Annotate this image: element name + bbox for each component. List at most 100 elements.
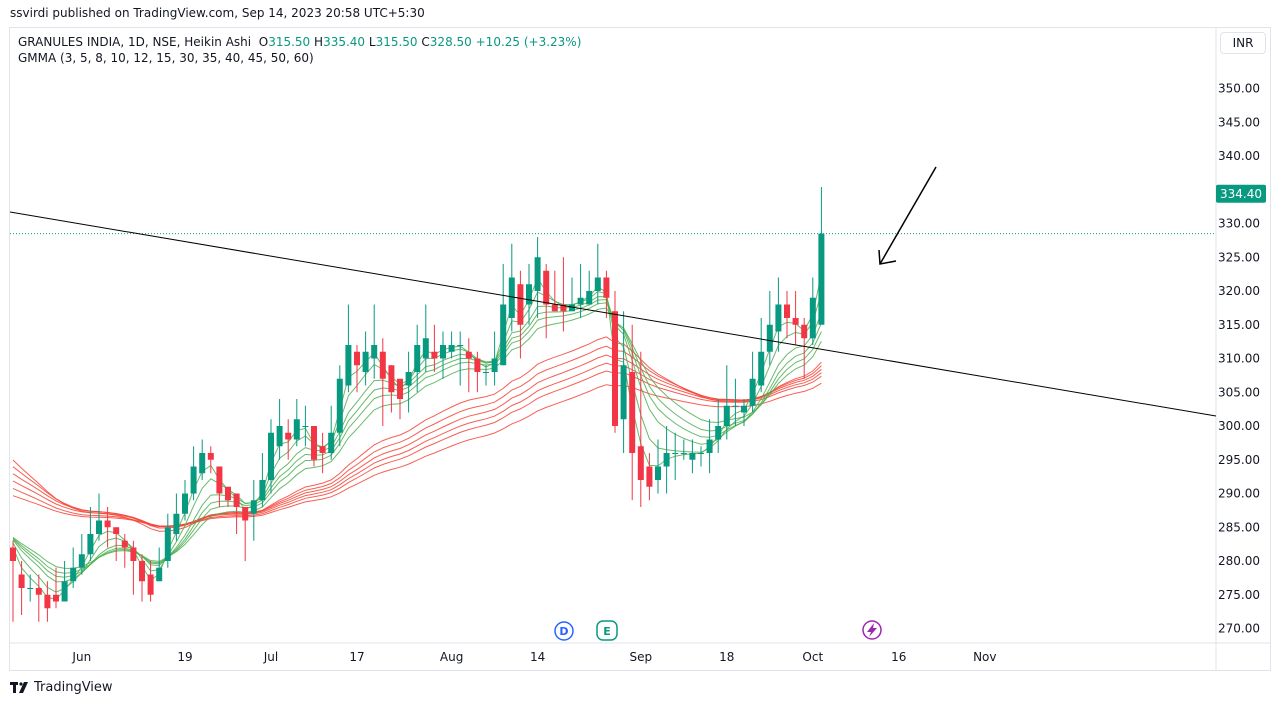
candle-body xyxy=(749,378,756,406)
y-tick-label: 325.00 xyxy=(1218,250,1260,264)
x-tick-label: Sep xyxy=(629,650,652,664)
candle-body xyxy=(164,527,171,561)
candle-body xyxy=(465,351,472,359)
earnings-icon-glyph: E xyxy=(603,625,611,638)
candle-body xyxy=(474,358,481,372)
x-tick-label: 18 xyxy=(719,650,734,664)
lightning-icon-glyph xyxy=(867,623,877,637)
footer-brand-text: TradingView xyxy=(34,680,113,695)
candle-body xyxy=(594,277,601,291)
x-tick-label: Oct xyxy=(802,650,823,664)
last-price-label: 334.40 xyxy=(1220,187,1262,201)
candle-body xyxy=(130,547,137,561)
dividends-icon-glyph: D xyxy=(559,625,568,638)
high-value: 335.40 xyxy=(323,35,366,49)
candle-body xyxy=(603,277,610,298)
candle-body xyxy=(405,372,412,386)
candle-body xyxy=(35,588,42,595)
candle-body xyxy=(207,453,214,460)
candle-body xyxy=(491,358,498,372)
candle-body xyxy=(250,500,257,514)
candle-body xyxy=(500,304,507,366)
candle-body xyxy=(663,453,670,467)
gmma-long-line xyxy=(12,362,822,527)
y-tick-label: 300.00 xyxy=(1218,419,1260,433)
candle-body xyxy=(620,365,627,420)
weekly-trend-line[interactable] xyxy=(10,211,1216,417)
candle-body xyxy=(182,493,188,514)
x-tick-label: 16 xyxy=(891,650,906,664)
candle-body xyxy=(139,561,145,582)
candle-body xyxy=(379,351,386,379)
candle-body xyxy=(362,351,369,372)
candle-body xyxy=(689,453,696,460)
candle-body xyxy=(448,345,455,352)
y-tick-label: 270.00 xyxy=(1218,622,1260,636)
symbol-legend: GRANULES INDIA, 1D, NSE, Heikin Ashi O31… xyxy=(18,34,581,51)
candle-body xyxy=(173,513,180,534)
candle-body xyxy=(96,520,102,534)
annotation-arrow[interactable] xyxy=(879,166,937,265)
candle-body xyxy=(483,372,489,373)
plot-area xyxy=(10,187,1216,622)
candle-body xyxy=(397,378,403,399)
candle-body xyxy=(792,318,799,325)
earnings-icon[interactable] xyxy=(596,620,618,641)
candle-body xyxy=(70,567,77,582)
x-tick-label: 17 xyxy=(349,650,364,664)
candle-body xyxy=(216,466,223,494)
candle-body xyxy=(723,405,730,426)
candle-body xyxy=(276,426,283,447)
candle-body xyxy=(543,270,550,305)
candle-body xyxy=(698,453,704,454)
candle-body xyxy=(440,345,446,359)
candle-body xyxy=(156,567,163,582)
candle-body xyxy=(10,547,16,561)
gmma-indicator-label[interactable]: GMMA (3, 5, 8, 10, 12, 15, 30, 35, 40, 4… xyxy=(18,51,314,65)
currency-button[interactable]: INR xyxy=(1220,32,1266,54)
candle-body xyxy=(508,277,515,318)
candle-body xyxy=(27,588,34,589)
y-tick-label: 295.00 xyxy=(1218,453,1260,467)
chart-frame xyxy=(9,27,1271,671)
candle-body xyxy=(706,439,713,453)
y-tick-label: 305.00 xyxy=(1218,385,1260,399)
candle-body xyxy=(732,405,739,407)
dividends-icon[interactable] xyxy=(554,621,574,641)
candle-body xyxy=(87,534,94,555)
candle-body xyxy=(534,257,541,291)
candle-body xyxy=(526,284,532,305)
candle-body xyxy=(268,432,274,480)
candle-body xyxy=(577,297,584,305)
x-tick-label: 19 xyxy=(177,650,192,664)
candle-body xyxy=(646,466,653,487)
candle-body xyxy=(78,554,85,568)
close-label: C xyxy=(421,35,430,49)
candle-body xyxy=(190,466,197,494)
footer-brand: TradingView xyxy=(10,680,113,695)
candle-body xyxy=(784,304,790,318)
candle-body xyxy=(354,351,360,366)
low-label: L xyxy=(368,35,376,49)
y-tick-label: 310.00 xyxy=(1218,352,1260,366)
low-value: 315.50 xyxy=(375,35,418,49)
candle-body xyxy=(680,453,687,454)
candle-body xyxy=(431,351,438,359)
annotation-arrowhead-icon xyxy=(878,249,897,265)
y-tick-label: 285.00 xyxy=(1218,520,1260,534)
publisher-line: ssvirdi published on TradingView.com, Se… xyxy=(10,6,425,20)
candle-body xyxy=(285,432,292,440)
candle-body xyxy=(775,304,782,332)
candle-body xyxy=(818,233,825,325)
candle-body xyxy=(53,594,59,602)
candle-body xyxy=(147,574,154,595)
candle-body xyxy=(560,304,567,312)
candle-body xyxy=(319,446,326,453)
candle-body xyxy=(336,378,343,433)
candle-body xyxy=(388,365,395,393)
x-tick-label: Aug xyxy=(440,650,463,664)
open-value: 315.50 xyxy=(268,35,311,49)
close-value: 328.50 xyxy=(429,35,472,49)
change-value: +10.25 (+3.23%) xyxy=(475,35,582,49)
